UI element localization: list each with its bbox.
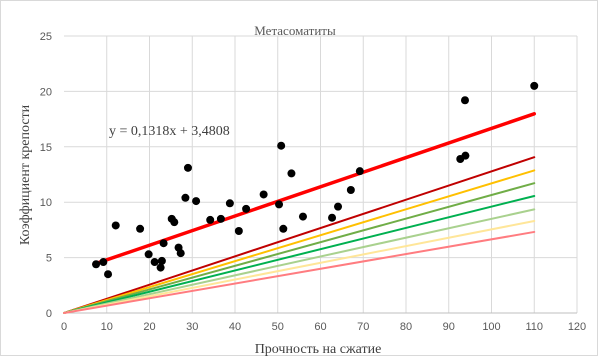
data-point — [183, 163, 192, 172]
data-point — [192, 197, 201, 206]
y-tick-label: 0 — [46, 308, 52, 320]
x-tick-label: 90 — [443, 321, 455, 333]
y-tick-label: 10 — [40, 197, 52, 209]
data-points — [92, 81, 539, 279]
x-axis-title: Прочность на сжатие — [255, 342, 382, 356]
reference-lines — [63, 156, 536, 314]
reference-line — [63, 156, 536, 314]
x-tick-label: 70 — [357, 321, 369, 333]
x-tick-label: 40 — [229, 321, 241, 333]
data-point — [328, 213, 337, 222]
x-tick-label: 80 — [400, 321, 412, 333]
x-tick-label: 20 — [143, 321, 155, 333]
x-tick-label: 30 — [186, 321, 198, 333]
chart-title: Метасоматиты — [254, 23, 336, 38]
trendline-layer — [92, 112, 536, 266]
data-point — [206, 215, 215, 224]
x-tick-label: 0 — [61, 321, 67, 333]
data-point — [156, 263, 165, 272]
data-point — [159, 239, 168, 248]
data-point — [334, 202, 343, 211]
data-point — [461, 151, 470, 160]
y-tick-label: 15 — [40, 142, 52, 154]
y-tick-label: 25 — [40, 31, 52, 43]
data-point — [176, 249, 185, 258]
reference-line — [63, 208, 536, 314]
data-point — [460, 96, 469, 105]
data-point — [92, 260, 101, 269]
x-tick-label: 50 — [272, 321, 284, 333]
data-point — [346, 186, 355, 195]
reference-line — [63, 194, 536, 314]
data-point — [234, 227, 243, 236]
data-point — [99, 258, 108, 267]
reference-line — [63, 219, 536, 314]
data-point — [111, 221, 120, 230]
data-point — [259, 190, 268, 199]
data-point — [355, 167, 364, 176]
x-tick-label: 100 — [482, 321, 500, 333]
reference-line — [63, 169, 536, 314]
data-point — [181, 193, 190, 202]
data-point — [225, 199, 234, 208]
tick-labels: 0 10 20 30 40 50 60 70 80 90 100 110 120 0 5 10 15 20 25 — [40, 31, 586, 333]
x-tick-label: 110 — [525, 321, 543, 333]
reference-line — [63, 230, 536, 314]
x-tick-label: 120 — [568, 321, 586, 333]
data-point — [170, 218, 179, 227]
data-point — [298, 212, 307, 221]
data-point — [136, 224, 145, 233]
data-point — [530, 81, 539, 90]
trendline-equation: y = 0,1318x + 3,4808 — [109, 124, 230, 139]
x-tick-label: 10 — [101, 321, 113, 333]
data-point — [216, 214, 225, 223]
data-point — [275, 200, 284, 209]
data-point — [144, 250, 153, 259]
data-point — [150, 258, 159, 267]
data-point — [279, 224, 288, 233]
y-tick-label: 20 — [40, 86, 52, 98]
x-tick-label: 60 — [314, 321, 326, 333]
reference-line — [63, 182, 536, 314]
data-point — [277, 141, 286, 150]
data-point — [104, 270, 113, 279]
data-point — [242, 204, 251, 213]
trendline — [92, 112, 536, 266]
y-tick-label: 5 — [46, 253, 52, 265]
y-axis-title: Коэффициент крепости — [18, 104, 33, 245]
data-point — [287, 169, 296, 178]
data-point — [157, 256, 166, 265]
